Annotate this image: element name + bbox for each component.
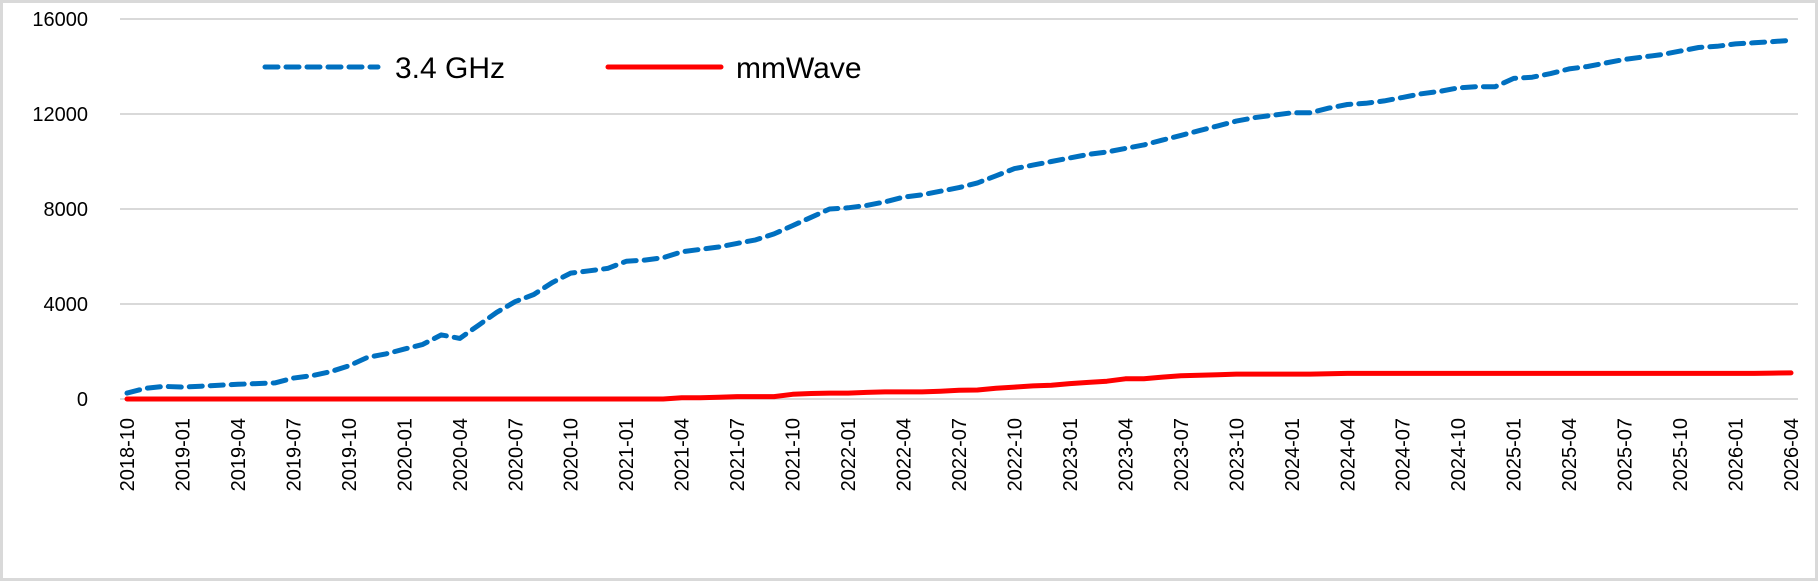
legend-label-3-4-ghz: 3.4 GHz [395,52,505,85]
x-tick-label: 2024-10 [1448,418,1470,491]
x-tick-label: 2021-10 [783,418,805,491]
x-tick-label: 2021-07 [727,418,749,491]
x-tick-label: 2022-10 [1004,418,1026,491]
x-tick-label: 2023-04 [1115,418,1137,491]
x-tick-label: 2025-07 [1615,418,1637,491]
y-tick-label: 12000 [32,104,88,126]
x-tick-label: 2022-01 [838,418,860,491]
legend-label-mmwave: mmWave [736,52,862,85]
x-tick-label: 2025-01 [1504,418,1526,491]
series-line-3-4-ghz [124,37,1794,396]
x-tick-label: 2026-01 [1726,418,1748,491]
x-tick-label: 2024-01 [1282,418,1304,491]
x-tick-label: 2022-07 [949,418,971,491]
x-tick-label: 2026-04 [1781,418,1803,491]
series-lines [124,37,1794,402]
x-tick-label: 2020-07 [505,418,527,491]
y-tick-label: 4000 [44,294,89,316]
x-tick-label: 2019-10 [339,418,361,491]
y-tick-label: 0 [77,389,88,411]
x-tick-label: 2019-04 [228,418,250,491]
x-tick-label: 2023-01 [1060,418,1082,491]
x-tick-label: 2020-04 [450,418,472,491]
y-axis-tick-labels: 0 4000 8000 12000 16000 [32,9,88,411]
y-tick-label: 8000 [44,199,89,221]
y-tick-label: 16000 [32,9,88,31]
x-tick-label: 2023-10 [1226,418,1248,491]
x-tick-label: 2018-10 [117,418,139,491]
legend: 3.4 GHz mmWave [262,52,862,85]
x-tick-label: 2021-01 [616,418,638,491]
x-tick-label: 2021-04 [672,418,694,491]
x-tick-label: 2020-10 [561,418,583,491]
x-tick-label: 2020-01 [394,418,416,491]
x-tick-label: 2025-10 [1670,418,1692,491]
x-tick-label: 2019-07 [283,418,305,491]
x-tick-label: 2024-07 [1393,418,1415,491]
x-tick-label: 2025-04 [1559,418,1581,491]
x-axis-tick-labels: 2018-10 2019-01 2019-04 2019-07 2019-10 2020-… [117,418,1803,491]
series-line-mmwave [124,370,1794,402]
x-tick-label: 2022-04 [894,418,916,491]
x-tick-label: 2024-04 [1337,418,1359,491]
x-tick-label: 2023-07 [1171,418,1193,491]
x-tick-label: 2019-01 [172,418,194,491]
